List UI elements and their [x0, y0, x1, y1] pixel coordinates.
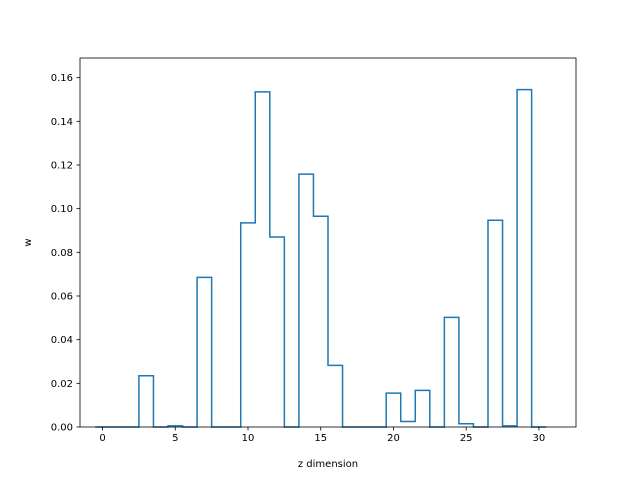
x-tick-label: 0: [99, 433, 105, 444]
y-axis-label: w: [23, 238, 34, 246]
x-tick-label: 20: [387, 433, 400, 444]
x-tick-label: 10: [242, 433, 255, 444]
y-tick-label: 0.14: [51, 117, 73, 128]
y-tick-label: 0.00: [51, 423, 73, 434]
y-tick-label: 0.12: [51, 160, 73, 171]
y-tick-label: 0.06: [51, 291, 73, 302]
y-axis-ticks: 0.00 0.02 0.04 0.06 0.08 0.10 0.12 0.14 0.16: [51, 73, 80, 434]
y-tick-label: 0.02: [51, 379, 73, 390]
y-tick-label: 0.10: [51, 204, 73, 215]
axes-frame: [79, 57, 577, 428]
plot-area: [79, 57, 577, 428]
x-axis-ticks: 0 5 10 15 20 25 30: [99, 427, 545, 444]
y-tick-label: 0.04: [51, 335, 73, 346]
x-tick-label: 15: [314, 433, 327, 444]
y-tick-label: 0.16: [51, 73, 73, 84]
y-tick-label: 0.08: [51, 248, 73, 259]
x-tick-label: 5: [172, 433, 178, 444]
x-axis-label: z dimension: [298, 459, 358, 470]
step-series-line: [95, 88, 547, 428]
x-tick-label: 30: [533, 433, 546, 444]
x-tick-label: 25: [460, 433, 473, 444]
